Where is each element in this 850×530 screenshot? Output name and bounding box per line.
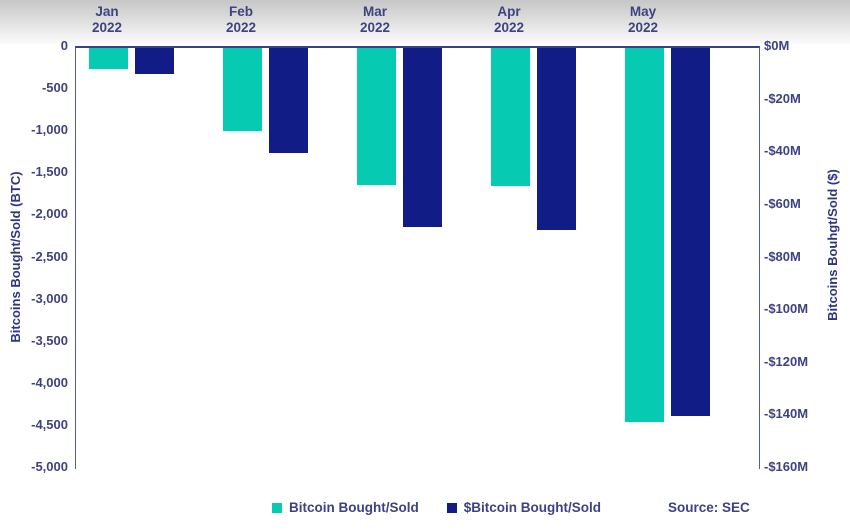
- plot-area: [75, 46, 760, 469]
- tick-left-1-000: -1,000: [31, 122, 68, 138]
- tick-right-100m: -$100M: [764, 301, 809, 317]
- header-gradient-band: [0, 0, 850, 44]
- legend: Bitcoin Bought/Sold $Bitcoin Bought/Sold: [272, 500, 601, 515]
- tick-left-0: 0: [60, 38, 68, 53]
- tick-left-2-000: -2,000: [31, 206, 68, 222]
- legend-label-usd: $Bitcoin Bought/Sold: [463, 500, 601, 515]
- tick-right-40m: -$40M: [764, 143, 801, 159]
- tick-right-20m: -$20M: [764, 90, 801, 106]
- tick-left-3-000: -3,000: [31, 290, 68, 306]
- right-axis-title: Bitcoins Bouhgt/Sold ($): [825, 169, 840, 321]
- tick-left-5-000: -5,000: [31, 459, 68, 474]
- legend-entry-usd: $Bitcoin Bought/Sold: [446, 500, 601, 515]
- bar-bitcoin-bought-sold-apr-2022: [536, 48, 576, 230]
- tick-left-2-500: -2,500: [31, 248, 68, 264]
- x-axis-label-mar-2022: Mar 2022: [359, 4, 391, 35]
- tick-left-3-500: -3,500: [31, 332, 68, 348]
- tick-right-160m: -$160M: [764, 459, 809, 474]
- x-axis-label-apr-2022: Apr 2022: [493, 4, 525, 35]
- bar-bitcoin-bought-sold-may-2022: [624, 48, 664, 422]
- tick-left-4-000: -4,000: [31, 374, 68, 390]
- left-axis-title: Bitcoins Bought/Sold (BTC): [8, 171, 23, 343]
- tick-right-140m: -$140M: [764, 406, 809, 422]
- bar-bitcoin-bought-sold-may-2022: [670, 48, 710, 416]
- x-axis-label-may-2022: May 2022: [627, 4, 659, 35]
- bar-bitcoin-bought-sold-mar-2022: [402, 48, 442, 227]
- bar-bitcoin-bought-sold-feb-2022: [268, 48, 308, 153]
- bar-bitcoin-bought-sold-mar-2022: [356, 48, 396, 185]
- bar-bitcoin-bought-sold-apr-2022: [490, 48, 530, 186]
- tick-left-1-500: -1,500: [31, 164, 68, 180]
- x-axis-label-jan-2022: Jan 2022: [91, 4, 123, 35]
- bar-bitcoin-bought-sold-feb-2022: [222, 48, 262, 131]
- bar-bitcoin-bought-sold-jan-2022: [88, 48, 128, 69]
- legend-entry-btc: Bitcoin Bought/Sold: [272, 500, 419, 515]
- tick-right-80m: -$80M: [764, 248, 801, 264]
- bar-bitcoin-bought-sold-jan-2022: [134, 48, 174, 74]
- legend-swatch-usd-icon: [446, 502, 457, 513]
- source-text: Source: SEC: [668, 500, 750, 515]
- tick-left-4-500: -4,500: [31, 416, 68, 432]
- legend-label-btc: Bitcoin Bought/Sold: [289, 500, 419, 515]
- tick-right-120m: -$120M: [764, 353, 809, 369]
- tick-right-0m: $0M: [764, 38, 790, 53]
- tick-right-60m: -$60M: [764, 195, 801, 211]
- tick-left-500: -500: [41, 80, 68, 96]
- x-axis-label-feb-2022: Feb 2022: [225, 4, 257, 35]
- legend-swatch-btc-icon: [272, 502, 282, 513]
